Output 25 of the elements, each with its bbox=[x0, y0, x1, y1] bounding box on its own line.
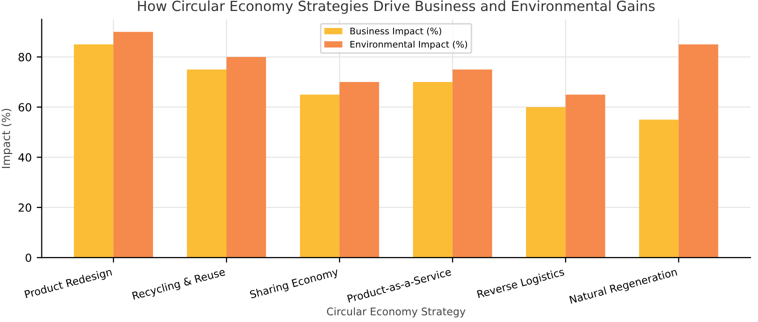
y-tick-label: 60 bbox=[18, 103, 32, 112]
bar bbox=[226, 56, 266, 258]
legend-label: Business Impact (%) bbox=[350, 27, 442, 36]
bar bbox=[186, 69, 226, 258]
x-axis-title: Circular Economy Strategy bbox=[326, 307, 466, 318]
bar bbox=[566, 94, 606, 258]
x-tick-label: Reverse Logistics bbox=[476, 267, 566, 300]
bar bbox=[340, 82, 380, 258]
y-tick-label: 40 bbox=[18, 153, 32, 162]
y-tick-label: 80 bbox=[18, 52, 32, 62]
y-tick-label: 0 bbox=[26, 254, 32, 262]
bar bbox=[300, 94, 340, 258]
y-tick-label: 20 bbox=[18, 203, 32, 212]
bar bbox=[113, 32, 154, 258]
bar bbox=[526, 107, 566, 258]
bar bbox=[74, 44, 114, 258]
x-tick-label: Sharing Economy bbox=[249, 267, 340, 301]
bar bbox=[413, 82, 453, 258]
y-axis-title: Impact (%) bbox=[2, 108, 12, 168]
x-tick-label: Product Redesign bbox=[24, 268, 113, 300]
chart-title: How Circular Economy Strategies Drive Business and Environmental Gains bbox=[138, 0, 655, 14]
bar bbox=[639, 120, 679, 258]
legend-label: Environmental Impact (%) bbox=[350, 40, 468, 50]
bar bbox=[678, 44, 718, 258]
bar bbox=[452, 69, 492, 258]
